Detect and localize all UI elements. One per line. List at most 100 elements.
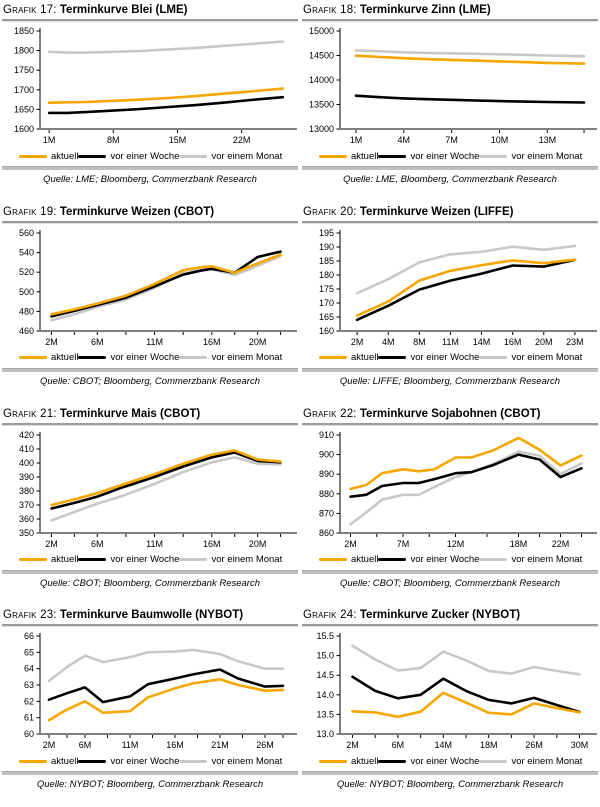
- svg-text:11M: 11M: [146, 539, 163, 549]
- svg-text:14M: 14M: [473, 337, 491, 347]
- legend-label-monat: vor einem Monat: [211, 755, 283, 767]
- legend-label-aktuell: aktuell: [351, 352, 379, 364]
- grafik-label: Grafik 18:: [303, 4, 357, 16]
- aktuell-line-swatch: [19, 759, 47, 763]
- legend-label-woche: vor einer Woche: [110, 755, 180, 767]
- svg-text:60: 60: [24, 729, 34, 739]
- woche-line-swatch: [78, 154, 107, 158]
- svg-text:21M: 21M: [211, 740, 229, 750]
- legend: aktuell vor einer Woche vor einem Monat: [2, 553, 298, 567]
- legend-item-woche: vor einer Woche: [78, 756, 179, 767]
- svg-text:26M: 26M: [256, 740, 274, 750]
- legend: aktuell vor einer Woche vor einem Monat: [302, 149, 598, 163]
- woche-line-swatch: [378, 558, 407, 561]
- svg-text:13.5: 13.5: [316, 710, 334, 720]
- chart-name: Terminkurve Baumwolle (NYBOT): [59, 609, 244, 622]
- grafik-label: Grafik 20:: [303, 205, 357, 218]
- svg-text:20M: 20M: [249, 337, 267, 347]
- chart-card-weizen-cbot: Grafik 19: Terminkurve Weizen (CBOT) 460…: [0, 202, 300, 404]
- svg-text:540: 540: [19, 247, 34, 257]
- svg-text:6M: 6M: [392, 740, 405, 750]
- svg-text:13M: 13M: [539, 135, 557, 145]
- chart-title: Grafik 24: Terminkurve Zucker (NYBOT): [303, 609, 597, 621]
- line-chart-weizen-cbot: 460 480 500 520 540 560 2M 6M 11M 16M 20M: [19, 228, 297, 347]
- svg-text:360: 360: [19, 514, 34, 524]
- legend-label-woche: vor einer Woche: [110, 352, 180, 364]
- svg-text:460: 460: [19, 326, 34, 336]
- legend-label-aktuell: aktuell: [51, 150, 79, 162]
- title-divider: [302, 220, 598, 224]
- chart-title: Grafik 18: Terminkurve Zinn (LME): [303, 4, 597, 16]
- svg-text:195: 195: [319, 228, 334, 238]
- legend-item-aktuell: aktuell: [319, 554, 378, 565]
- svg-text:15M: 15M: [169, 135, 187, 145]
- source-line: Quelle: LME; Bloomberg, Commerzbank Rese…: [43, 174, 257, 185]
- svg-text:2M: 2M: [351, 337, 364, 347]
- aktuell-line-swatch: [19, 558, 47, 561]
- aktuell-line-swatch: [319, 154, 347, 158]
- source-line: Quelle: CBOT; Bloomberg, Commerzbank Res…: [40, 577, 260, 589]
- svg-text:63: 63: [24, 680, 34, 690]
- grafik-label: Grafik 22:: [303, 407, 357, 420]
- chart-card-zinn-lme: Grafik 18: Terminkurve Zinn (LME) 13000 1…: [300, 0, 600, 202]
- svg-text:1700: 1700: [14, 85, 34, 95]
- monat-line-swatch: [179, 558, 208, 561]
- legend-item-aktuell: aktuell: [19, 554, 78, 565]
- legend-item-woche: vor einer Woche: [78, 151, 179, 162]
- legend: aktuell vor einer Woche vor einem Monat: [302, 754, 598, 768]
- monat-line-swatch: [479, 558, 508, 561]
- chart-title: Grafik 17: Terminkurve Blei (LME): [3, 4, 297, 16]
- svg-text:350: 350: [19, 528, 34, 538]
- svg-text:30M: 30M: [571, 740, 589, 750]
- svg-text:1750: 1750: [14, 65, 34, 75]
- svg-text:2M: 2M: [45, 337, 58, 347]
- legend-item-aktuell: aktuell: [319, 756, 378, 767]
- legend-item-monat: vor einem Monat: [179, 756, 282, 767]
- legend-item-aktuell: aktuell: [19, 756, 78, 767]
- woche-line-swatch: [78, 759, 107, 763]
- legend: aktuell vor einer Woche vor einem Monat: [2, 149, 298, 163]
- source-line: Quelle: LME, Bloomberg, Commerzbank Rese…: [343, 174, 557, 185]
- svg-text:14.0: 14.0: [316, 690, 334, 700]
- bottom-divider: [302, 771, 598, 776]
- monat-line-swatch: [179, 154, 208, 158]
- svg-text:1M: 1M: [350, 135, 363, 145]
- svg-text:26M: 26M: [525, 740, 543, 750]
- grafik-label: Grafik 17:: [3, 4, 57, 16]
- legend-label-woche: vor einer Woche: [410, 755, 480, 767]
- legend-label-monat: vor einem Monat: [511, 755, 583, 767]
- svg-text:61: 61: [24, 713, 34, 723]
- line-chart-zinn: 13000 13500 14000 14500 15000 1M 4M 7M 10M 13M: [309, 26, 597, 145]
- title-divider: [2, 220, 298, 224]
- chart-card-blei-lme: Grafik 17: Terminkurve Blei (LME) 1600 16…: [0, 0, 300, 202]
- line-chart-mais: 350 360 370 380 390 400 410 420 2M 6M 11M 16M 20M: [19, 430, 297, 549]
- title-divider: [2, 422, 298, 426]
- svg-text:10M: 10M: [491, 135, 509, 145]
- chart-name: Terminkurve Weizen (CBOT): [59, 205, 215, 218]
- source-line: Quelle: CBOT; Bloomberg, Commerzbank Res…: [340, 577, 560, 589]
- svg-text:900: 900: [319, 449, 334, 459]
- chart-title: Grafik 23: Terminkurve Baumwolle (NYBOT): [3, 609, 297, 621]
- legend-label-monat: vor einem Monat: [211, 554, 283, 565]
- legend-label-woche: vor einer Woche: [410, 352, 480, 364]
- chart-card-zucker-nybot: Grafik 24: Terminkurve Zucker (NYBOT) 13…: [300, 605, 600, 807]
- svg-text:1650: 1650: [14, 104, 34, 114]
- svg-text:15.5: 15.5: [316, 631, 334, 641]
- source-line: Quelle: LIFFE; Bloomberg, Commerzbank Re…: [339, 375, 561, 387]
- title-divider: [302, 422, 598, 426]
- legend-item-monat: vor einem Monat: [479, 151, 582, 162]
- svg-text:13000: 13000: [309, 124, 334, 134]
- svg-text:160: 160: [319, 326, 334, 336]
- svg-text:14.5: 14.5: [316, 670, 334, 680]
- title-divider: [2, 624, 298, 628]
- svg-text:860: 860: [319, 528, 334, 538]
- chart-card-sojabohnen-cbot: Grafik 22: Terminkurve Sojabohnen (CBOT)…: [300, 404, 600, 606]
- svg-text:2M: 2M: [346, 740, 359, 750]
- legend-item-aktuell: aktuell: [19, 352, 78, 363]
- woche-line-swatch: [378, 356, 407, 360]
- aktuell-line-swatch: [319, 759, 347, 763]
- legend: aktuell vor einer Woche vor einem Monat: [2, 754, 298, 768]
- svg-text:1600: 1600: [14, 124, 34, 134]
- monat-line-swatch: [179, 356, 208, 360]
